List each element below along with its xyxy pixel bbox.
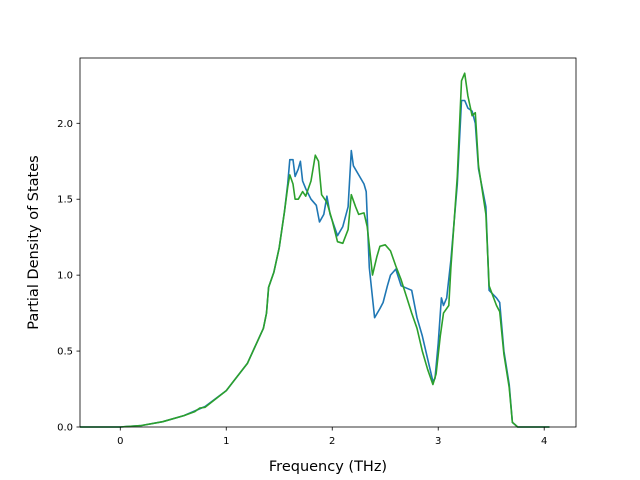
x-tick-label: 0 (117, 436, 123, 447)
series-line-2 (80, 72, 550, 428)
y-tick-label: 0.0 (57, 423, 73, 434)
x-tick-label: 2 (329, 436, 335, 447)
y-axis-label: Partial Density of States (26, 155, 42, 329)
x-tick-label: 4 (541, 436, 547, 447)
y-tick-label: 2.0 (57, 119, 73, 130)
x-tick-label: 3 (435, 436, 441, 447)
y-tick-label: 1.5 (57, 195, 73, 206)
plot-area (80, 72, 550, 428)
y-axis-ticks: 0.0 0.5 1.0 1.5 2.0 (57, 119, 80, 434)
x-tick-label: 1 (223, 436, 229, 447)
axes-frame (79, 57, 577, 428)
x-axis-ticks: 0 1 2 3 4 (117, 427, 547, 447)
y-tick-label: 0.5 (57, 347, 73, 358)
y-tick-label: 1.0 (57, 271, 73, 282)
x-axis-label: Frequency (THz) (269, 459, 387, 475)
